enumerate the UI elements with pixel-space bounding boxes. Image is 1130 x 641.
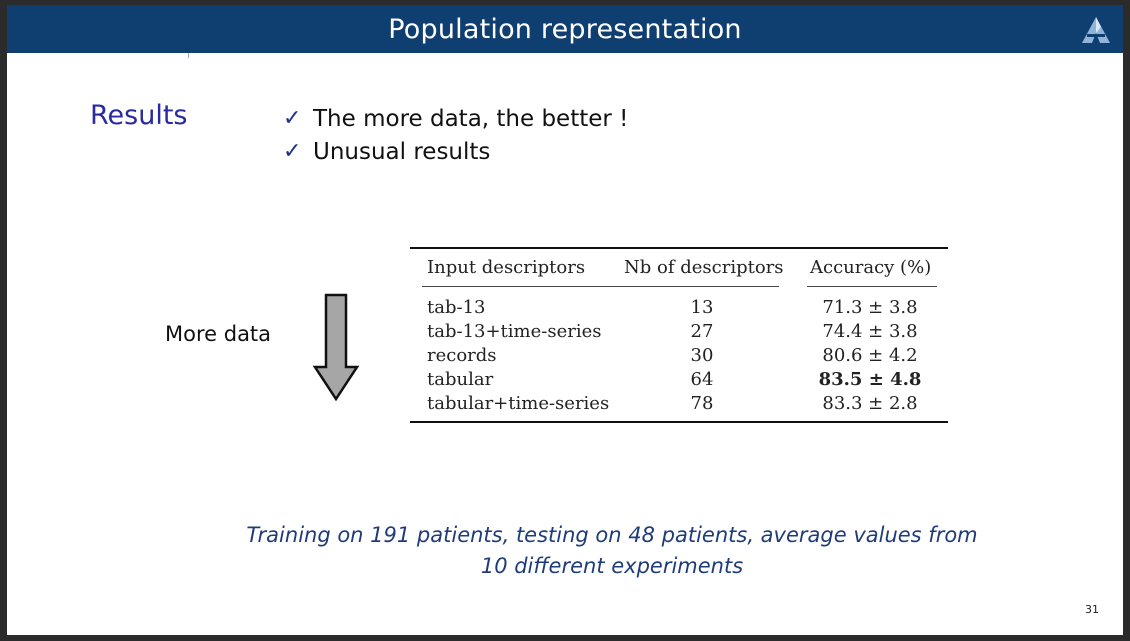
column-header: Nb of descriptors xyxy=(624,257,784,278)
page-number: 31 xyxy=(1085,603,1099,616)
cell-input: tab-13 xyxy=(427,297,486,318)
table-row: tabular+time-series 78 83.3 ± 2.8 xyxy=(410,393,948,417)
header-rule xyxy=(422,286,779,287)
table-top-rule xyxy=(410,247,948,249)
cell-input: records xyxy=(427,345,497,366)
footnote-line: Training on 191 patients, testing on 48 … xyxy=(246,523,978,547)
cell-accuracy: 80.6 ± 4.2 xyxy=(822,345,918,366)
column-header: Accuracy (%) xyxy=(810,257,932,278)
bullet-text: The more data, the better ! xyxy=(313,105,629,132)
cell-nb: 30 xyxy=(690,345,714,366)
check-icon: ✓ xyxy=(283,139,302,164)
bullet-text: Unusual results xyxy=(313,138,491,165)
bullet-list: ✓ The more data, the better ! ✓ Unusual … xyxy=(283,102,628,168)
table-bottom-rule xyxy=(410,421,948,423)
cell-input: tabular+time-series xyxy=(427,393,610,414)
cell-nb: 13 xyxy=(690,297,714,318)
cell-nb: 64 xyxy=(690,369,714,390)
table-row: tab-13 13 71.3 ± 3.8 xyxy=(410,297,948,321)
title-divider-tick xyxy=(188,53,189,58)
table-row: tabular 64 83.5 ± 4.8 xyxy=(410,369,948,393)
cell-accuracy: 71.3 ± 3.8 xyxy=(822,297,918,318)
slide-title: Population representation xyxy=(388,14,742,45)
column-header: Input descriptors xyxy=(427,257,586,278)
results-label: Results xyxy=(90,100,188,131)
table-row: tab-13+time-series 27 74.4 ± 3.8 xyxy=(410,321,948,345)
down-arrow-icon xyxy=(313,293,359,401)
more-data-label: More data xyxy=(165,322,272,346)
cell-accuracy: 83.3 ± 2.8 xyxy=(822,393,918,414)
footnote: Training on 191 patients, testing on 48 … xyxy=(237,520,987,582)
cell-accuracy-best: 83.5 ± 4.8 xyxy=(818,369,922,390)
footnote-line: 10 different experiments xyxy=(480,554,744,578)
cell-nb: 78 xyxy=(690,393,714,414)
cell-nb: 27 xyxy=(690,321,714,342)
cell-input: tabular xyxy=(427,369,494,390)
title-bar xyxy=(7,5,1123,53)
triangle-logo-icon xyxy=(1082,17,1110,43)
check-icon: ✓ xyxy=(283,106,302,131)
header-rule xyxy=(807,286,937,287)
slide: Population representation Results ✓ The … xyxy=(7,5,1123,635)
table-row: records 30 80.6 ± 4.2 xyxy=(410,345,948,369)
cell-input: tab-13+time-series xyxy=(427,321,602,342)
bullet-item: ✓ Unusual results xyxy=(283,135,628,168)
bullet-item: ✓ The more data, the better ! xyxy=(283,102,628,135)
cell-accuracy: 74.4 ± 3.8 xyxy=(822,321,918,342)
